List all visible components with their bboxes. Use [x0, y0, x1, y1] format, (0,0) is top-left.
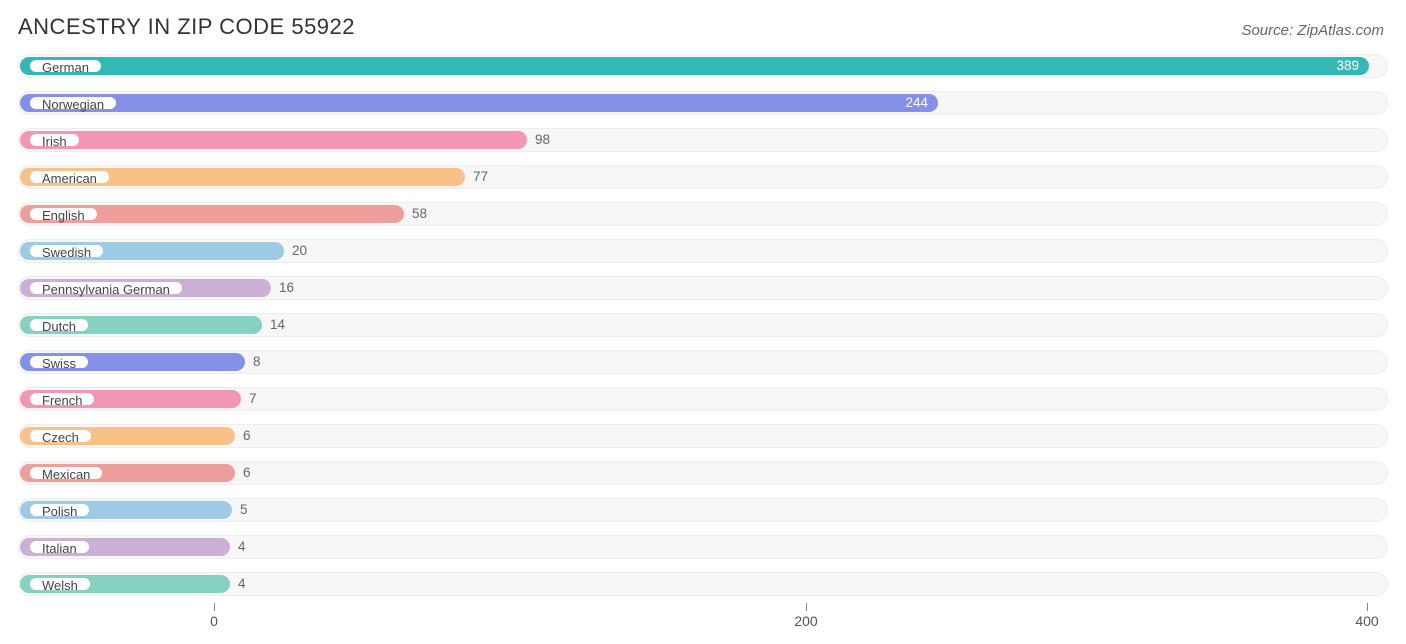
bar-row: French 7 — [18, 387, 1388, 411]
bar-row: Irish 98 — [18, 128, 1388, 152]
axis-tick — [806, 603, 807, 611]
bar-value: 4 — [238, 572, 246, 596]
bar-value: 389 — [1336, 54, 1359, 78]
bar-label-pill: Pennsylvania German — [28, 280, 184, 296]
bar-row: Czech 6 — [18, 424, 1388, 448]
bar-value: 8 — [253, 350, 261, 374]
axis-tick-label: 0 — [210, 613, 218, 629]
bar-value: 58 — [412, 202, 427, 226]
bar-label-pill: Swiss — [28, 354, 90, 370]
bar-row: American 77 — [18, 165, 1388, 189]
bar-label-pill: Swedish — [28, 243, 105, 259]
bar-value: 244 — [905, 91, 928, 115]
bar-row: English 58 — [18, 202, 1388, 226]
bar-row: Mexican 6 — [18, 461, 1388, 485]
bar-row: Dutch 14 — [18, 313, 1388, 337]
bar-label-pill: French — [28, 391, 96, 407]
chart-container: ANCESTRY IN ZIP CODE 55922 Source: ZipAt… — [0, 0, 1406, 644]
bar-label-pill: American — [28, 169, 111, 185]
bar-label-pill: English — [28, 206, 99, 222]
bar-row: German 389 — [18, 54, 1388, 78]
bar-value: 77 — [473, 165, 488, 189]
bar-row: Norwegian 244 — [18, 91, 1388, 115]
bar-row: Polish 5 — [18, 498, 1388, 522]
bar-label-pill: German — [28, 58, 103, 74]
bar-label-pill: Dutch — [28, 317, 90, 333]
chart-plot: German 389 Norwegian 244 Irish 98 American 77 En… — [18, 54, 1388, 634]
bar-value: 20 — [292, 239, 307, 263]
bar-label-pill: Polish — [28, 502, 91, 518]
bar-fill — [20, 131, 527, 149]
chart-source: Source: ZipAtlas.com — [1241, 22, 1384, 39]
axis-tick-label: 200 — [794, 613, 817, 629]
bar-row: Welsh 4 — [18, 572, 1388, 596]
bar-row: Italian 4 — [18, 535, 1388, 559]
bar-value: 5 — [240, 498, 248, 522]
bar-label-pill: Italian — [28, 539, 91, 555]
bar-label-pill: Norwegian — [28, 95, 118, 111]
bar-fill — [20, 57, 1369, 75]
chart-title: ANCESTRY IN ZIP CODE 55922 — [18, 14, 355, 40]
bar-label-pill: Irish — [28, 132, 81, 148]
bar-label-pill: Czech — [28, 428, 93, 444]
axis-tick — [1367, 603, 1368, 611]
bar-row: Swiss 8 — [18, 350, 1388, 374]
axis-tick-label: 400 — [1355, 613, 1378, 629]
bar-value: 14 — [270, 313, 285, 337]
bar-label-pill: Mexican — [28, 465, 104, 481]
bar-value: 6 — [243, 461, 251, 485]
bar-value: 16 — [279, 276, 294, 300]
bar-value: 98 — [535, 128, 550, 152]
bar-fill — [20, 94, 938, 112]
bar-row: Swedish 20 — [18, 239, 1388, 263]
bar-value: 7 — [249, 387, 257, 411]
bar-value: 6 — [243, 424, 251, 448]
bar-row: Pennsylvania German 16 — [18, 276, 1388, 300]
bar-label-pill: Welsh — [28, 576, 92, 592]
axis-tick — [214, 603, 215, 611]
bar-value: 4 — [238, 535, 246, 559]
chart-axis: 0 200 400 — [18, 603, 1388, 633]
